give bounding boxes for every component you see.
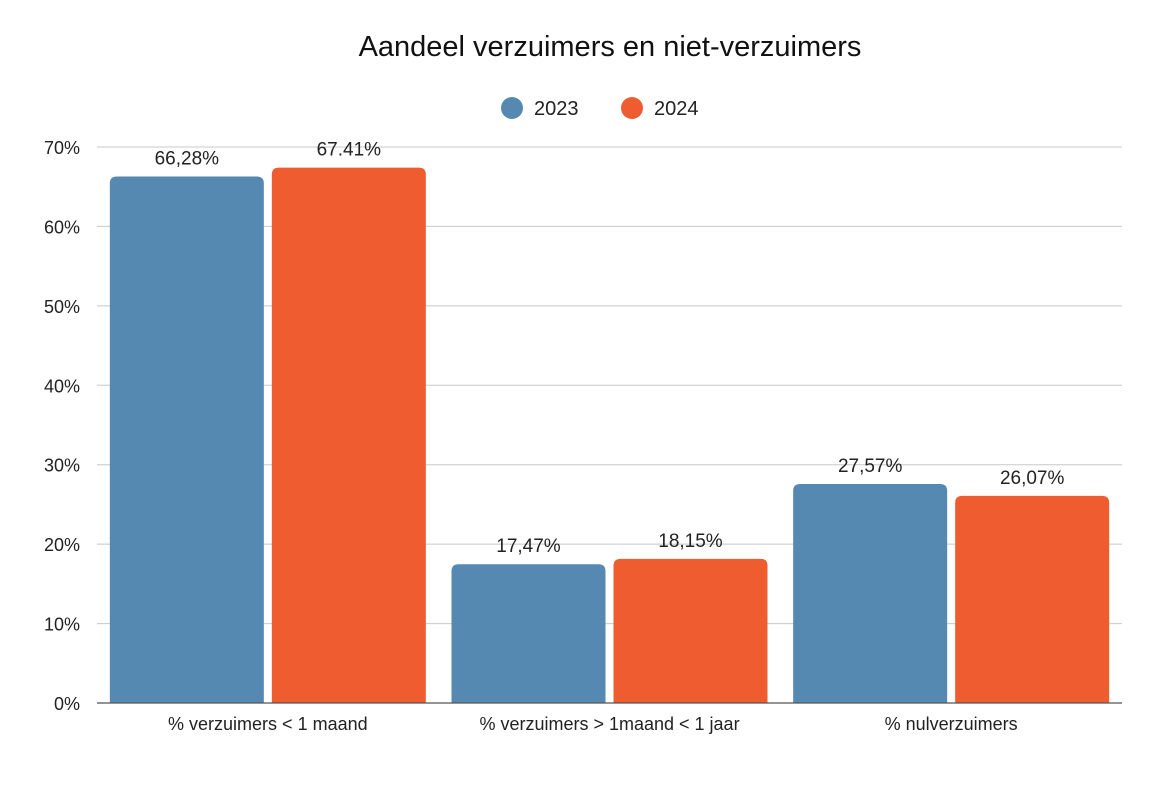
data-label: 66,28% <box>155 149 220 170</box>
x-category-label: % verzuimers > 1maand < 1 jaar <box>479 714 739 734</box>
chart-title: Aandeel verzuimers en niet-verzuimers <box>359 31 862 63</box>
legend-marker-2024 <box>621 97 643 119</box>
y-tick-label: 10% <box>44 615 80 635</box>
data-label: 18,15% <box>658 531 723 552</box>
x-category-label: % nulverzuimers <box>885 714 1018 734</box>
bar-2023-1 <box>109 176 264 703</box>
y-tick-label: 60% <box>44 217 80 237</box>
data-label: 67.41% <box>317 140 382 161</box>
legend-marker-2023 <box>501 97 523 119</box>
gridlines <box>97 146 1122 625</box>
data-label: 26,07% <box>1000 468 1065 489</box>
x-axis-categories: % verzuimers < 1 maand % verzuimers > 1ma… <box>168 714 1018 734</box>
data-labels: 66,28% 67.41% 17,47% 18,15% 27,57% 26,07% <box>155 140 1065 558</box>
bar-2024-1 <box>271 167 426 703</box>
bars <box>109 167 1110 703</box>
bar-2023-3 <box>793 484 948 703</box>
y-axis-ticks: 0% 10% 20% 30% 40% 50% 60% 70% <box>44 138 80 714</box>
legend-label-2023: 2023 <box>534 98 579 120</box>
y-tick-label: 30% <box>44 456 80 476</box>
y-tick-label: 40% <box>44 376 80 396</box>
bar-2024-2 <box>613 558 768 703</box>
y-tick-label: 0% <box>54 694 80 714</box>
y-tick-label: 20% <box>44 535 80 555</box>
y-tick-label: 70% <box>44 138 80 158</box>
data-label: 17,47% <box>496 536 561 557</box>
legend: 2023 2024 <box>501 97 699 120</box>
legend-label-2024: 2024 <box>654 98 699 120</box>
x-category-label: % verzuimers < 1 maand <box>168 714 368 734</box>
bar-2023-2 <box>451 564 606 703</box>
y-tick-label: 50% <box>44 297 80 317</box>
bar-2024-3 <box>955 495 1110 703</box>
data-label: 27,57% <box>838 456 903 477</box>
